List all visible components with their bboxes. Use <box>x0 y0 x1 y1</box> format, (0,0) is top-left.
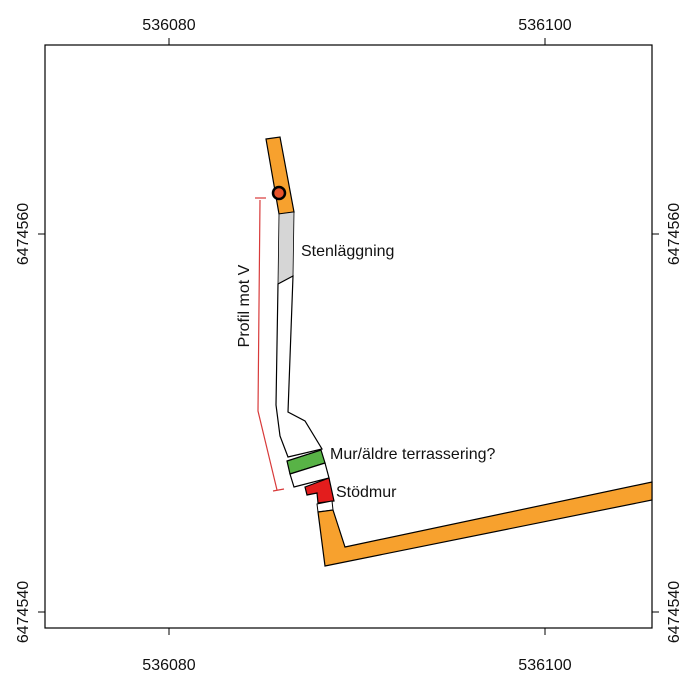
label-retaining-wall: Stödmur <box>336 484 397 501</box>
trench-lower-segment <box>317 481 653 567</box>
profile-line <box>257 199 278 491</box>
y-tick-label-left-2: 6474540 <box>15 581 32 643</box>
x-tick-label-top-2: 536100 <box>518 17 571 34</box>
x-tick-label-bottom-1: 536080 <box>142 657 195 674</box>
y-tick-label-left-1: 6474560 <box>15 203 32 265</box>
label-profile: Profil mot V <box>236 264 253 347</box>
label-wall-terrace: Mur/äldre terrassering? <box>330 446 496 463</box>
x-tick-label-bottom-2: 536100 <box>518 657 571 674</box>
label-paving: Stenläggning <box>301 243 394 260</box>
retaining-wall-area <box>304 477 335 504</box>
profile-end-tick-bottom <box>272 488 285 492</box>
y-tick-label-right-1: 6474560 <box>666 203 683 265</box>
paving-area <box>277 211 295 285</box>
x-tick-label-top-1: 536080 <box>142 17 195 34</box>
trench-white-body <box>275 274 323 458</box>
y-tick-label-right-2: 6474540 <box>666 581 683 643</box>
map-frame <box>44 44 653 629</box>
profile-start-marker <box>271 185 287 201</box>
